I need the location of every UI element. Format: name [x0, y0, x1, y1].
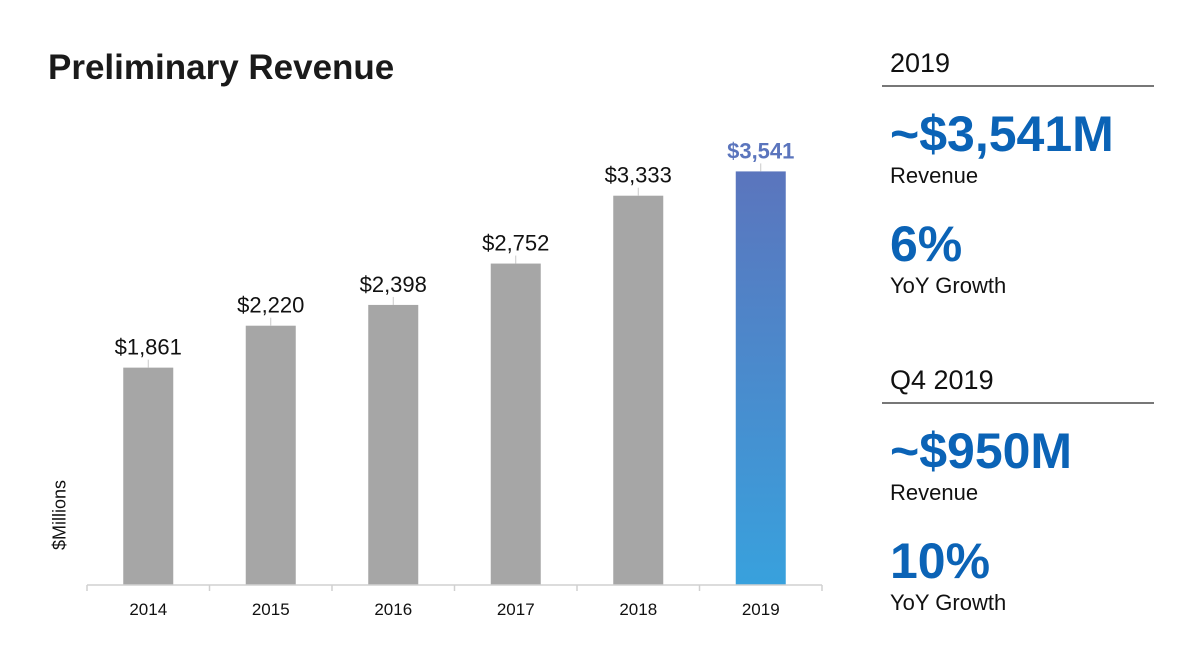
quarter-growth-label: YoY Growth — [890, 590, 1007, 615]
quarter-stats-panel: Q4 2019 ~$950M Revenue 10% YoY Growth — [882, 365, 1154, 616]
data-label-2014: $1,861 — [115, 335, 182, 360]
annual-growth-value: 6% — [890, 216, 963, 272]
bar-2017 — [490, 263, 541, 585]
data-label-2019: $3,541 — [727, 138, 794, 163]
annual-growth-label: YoY Growth — [890, 273, 1007, 298]
x-tick-label-2014: 2014 — [129, 600, 167, 619]
bar-2014 — [123, 367, 174, 585]
bar-2019 — [735, 171, 786, 585]
x-tick-label-2019: 2019 — [742, 600, 780, 619]
data-label-2017: $2,752 — [482, 231, 549, 256]
annual-stats-panel: 2019 ~$3,541M Revenue 6% YoY Growth — [882, 48, 1154, 299]
quarter-heading: Q4 2019 — [882, 365, 1154, 404]
revenue-bar-chart: $1,861 $2,220 $2,398 $2,752 $3,333 $3,541 201… — [86, 138, 823, 619]
bar-2016 — [368, 304, 419, 585]
x-tick-label-2015: 2015 — [252, 600, 290, 619]
quarter-revenue-label: Revenue — [890, 480, 979, 505]
data-label-2015: $2,220 — [237, 293, 304, 318]
quarter-growth-value: 10% — [890, 533, 991, 589]
data-label-2018: $3,333 — [605, 163, 672, 188]
annual-revenue-label: Revenue — [890, 163, 979, 188]
x-tick-label-2017: 2017 — [497, 600, 535, 619]
data-label-2016: $2,398 — [360, 272, 427, 297]
quarter-revenue-value: ~$950M — [890, 423, 1073, 479]
annual-heading: 2019 — [882, 48, 1154, 87]
bar-2015 — [245, 325, 296, 585]
x-tick-label-2018: 2018 — [619, 600, 657, 619]
x-tick-label-2016: 2016 — [374, 600, 412, 619]
annual-revenue-value: ~$3,541M — [890, 106, 1114, 162]
page-title: Preliminary Revenue — [48, 48, 395, 87]
bar-2018 — [613, 195, 664, 585]
